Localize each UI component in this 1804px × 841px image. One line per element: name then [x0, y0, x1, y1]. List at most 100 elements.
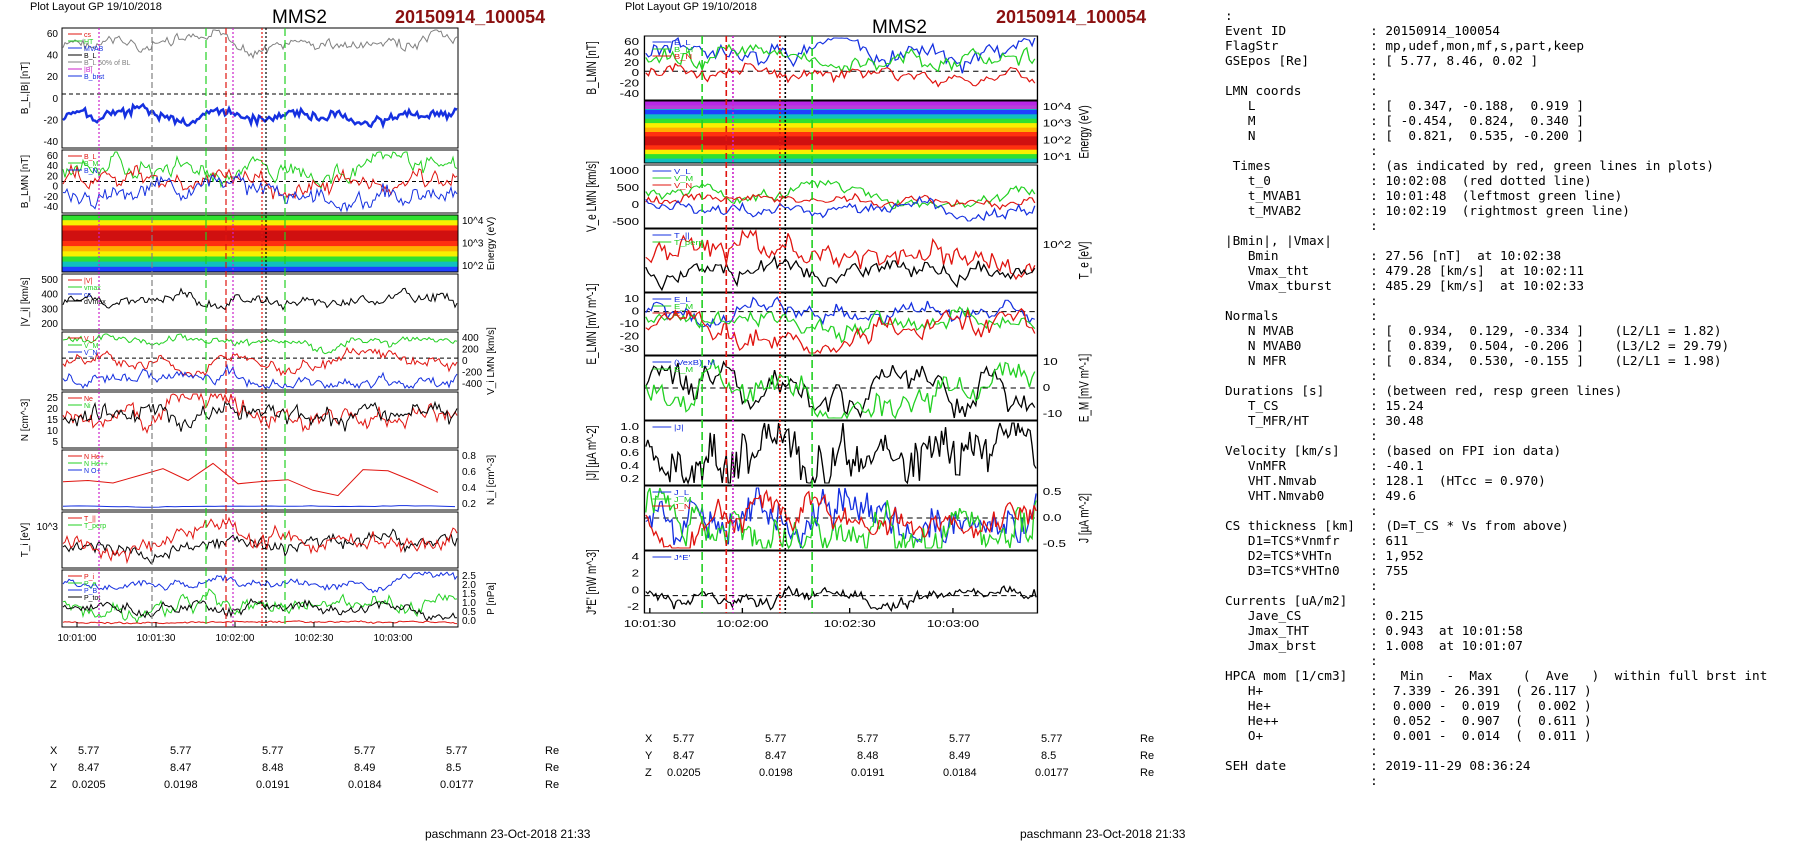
coord-value: 5.77 [1041, 733, 1063, 745]
coord-unit: Re [1140, 767, 1155, 779]
summary-line: Velocity [km/s] : (based on FPI ion data… [1225, 443, 1562, 458]
y-axis-label: |J| [µA m^-2] [584, 425, 600, 480]
panel-frame [643, 228, 1039, 293]
legend-label: cs [84, 292, 92, 299]
y-tick-label: 0.4 [620, 460, 639, 472]
y-tick-label: 20 [47, 404, 59, 415]
y-tick-label: 10^2 [462, 261, 484, 272]
y-tick-label: 1000 [609, 165, 639, 177]
summary-line: : [1225, 368, 1386, 383]
y-tick-label: 4 [632, 551, 640, 563]
panel-frame [61, 449, 459, 511]
series-trace [645, 307, 1036, 355]
y-tick-label: -0.5 [1043, 538, 1067, 550]
series-trace [645, 62, 1036, 88]
legend-label: N O+ [84, 468, 101, 475]
panel-frame [643, 292, 1039, 356]
legend-label: J_M [674, 496, 692, 504]
series-trace [62, 462, 439, 497]
series-trace [645, 296, 1036, 329]
legend-label: E_N [674, 310, 692, 318]
plot-layout-label: Plot Layout GP 19/10/2018 [625, 1, 757, 13]
coord-value: 5.77 [857, 733, 879, 745]
coord-value: 0.0184 [943, 767, 977, 779]
spectrogram-band [644, 136, 1038, 142]
spectrogram-band [644, 154, 1038, 159]
legend-label: V_M [84, 343, 99, 350]
coord-value: 0.0184 [348, 779, 382, 791]
coord-unit: Re [1140, 733, 1155, 745]
panel: 60 40 20 0 -20 -40 B_L,|B| [nT] csHTMVABB_LB_L … [20, 27, 459, 149]
spectrogram-band [62, 220, 458, 226]
y-axis-label: N_i [cm^-3] [486, 455, 497, 505]
y-axis-label: Energy (eV) [1076, 105, 1092, 158]
series-trace [62, 598, 457, 622]
summary-line: Bmin : 27.56 [nT] at 10:02:38 [1225, 248, 1562, 263]
y-tick-label: 0 [632, 584, 640, 596]
spacecraft-title: MMS2 [272, 7, 327, 28]
y-tick-label: 0.6 [620, 447, 639, 459]
summary-line: SEH date : 2019-11-29 08:36:24 [1225, 758, 1531, 773]
y-axis-label: J*E' [nW m^-3] [584, 549, 600, 614]
series-trace [62, 363, 458, 390]
legend-label: N He++ [84, 461, 108, 468]
coord-unit: Re [1140, 750, 1155, 762]
summary-line: N : [ 0.821, 0.535, -0.200 ] [1225, 128, 1585, 143]
panel: 0.5 0.0 -0.5 J [µA m^-2] J_LJ_MJ_N [643, 485, 1092, 551]
coord-value: 8.48 [857, 750, 879, 762]
legend-label: J_N [674, 503, 691, 511]
coord-label-y: Y [50, 762, 58, 774]
y-axis-label: B_LMN [nT] [584, 41, 600, 94]
panel-frame [61, 214, 459, 273]
panel: 1000 500 0 -500 V_e LMN [km/s] V_LV_MV_N [584, 161, 1039, 232]
coord-value: 8.49 [354, 762, 376, 774]
legend-label: V_N [674, 182, 692, 190]
event-title: 20150914_100054 [395, 7, 546, 27]
y-tick-label: 0 [462, 356, 468, 367]
series-trace [645, 487, 1037, 550]
summary-line: Currents [uA/m2] : [1225, 593, 1386, 608]
coord-value: 8.5 [446, 762, 462, 774]
y-tick-label: 0 [52, 182, 58, 193]
y-axis-label: N [cm^-3] [20, 399, 31, 442]
coords-table: X 5.77 5.77 5.77 5.77 5.77 Re Y 8.47 8.4… [0, 745, 600, 805]
coord-value: 5.77 [78, 745, 100, 757]
series-trace [645, 489, 1037, 549]
y-tick-label: 40 [47, 51, 59, 62]
spectrogram-band [62, 246, 458, 252]
series-trace [645, 192, 1036, 211]
y-tick-label: 0.8 [462, 451, 476, 462]
legend-label: N He+ [84, 454, 104, 461]
y-tick-label: 15 [47, 415, 59, 426]
panel-frame [61, 511, 459, 569]
y-tick-label: -400 [462, 379, 482, 390]
y-tick-label: 10^4 [462, 216, 484, 227]
coord-value: 8.47 [673, 750, 695, 762]
y-tick-label: 10 [624, 293, 639, 305]
panel-frame [643, 164, 1039, 229]
y-tick-label: 20 [47, 171, 59, 182]
y-tick-label: 300 [41, 304, 58, 315]
y-axis-label: B_LMN [nT] [20, 155, 31, 209]
coord-value: 5.77 [765, 733, 787, 745]
legend-label: T_|| [84, 516, 96, 523]
spectrogram-band [644, 123, 1038, 128]
spectrogram-band [644, 114, 1038, 120]
legend-label: dVmax [84, 299, 106, 306]
legend-label: |V| [84, 278, 92, 285]
spectrogram-band [644, 109, 1038, 115]
y-tick-label: 25 [47, 393, 59, 404]
legend-label: T_|| [674, 232, 690, 240]
coord-value: 5.77 [170, 745, 192, 757]
event-summary: : Event ID : 20150914_100054 FlagStr : mp,… [1225, 0, 1804, 841]
summary-line: T_CS : 15.24 [1225, 398, 1424, 413]
summary-line: : [1225, 428, 1386, 443]
y-tick-label: 10^4 [1043, 101, 1072, 113]
summary-line: VHT.Nmvab0 : 49.6 [1225, 488, 1416, 503]
series-trace [645, 254, 1036, 292]
x-tick-label: 10:03:00 [374, 633, 413, 644]
